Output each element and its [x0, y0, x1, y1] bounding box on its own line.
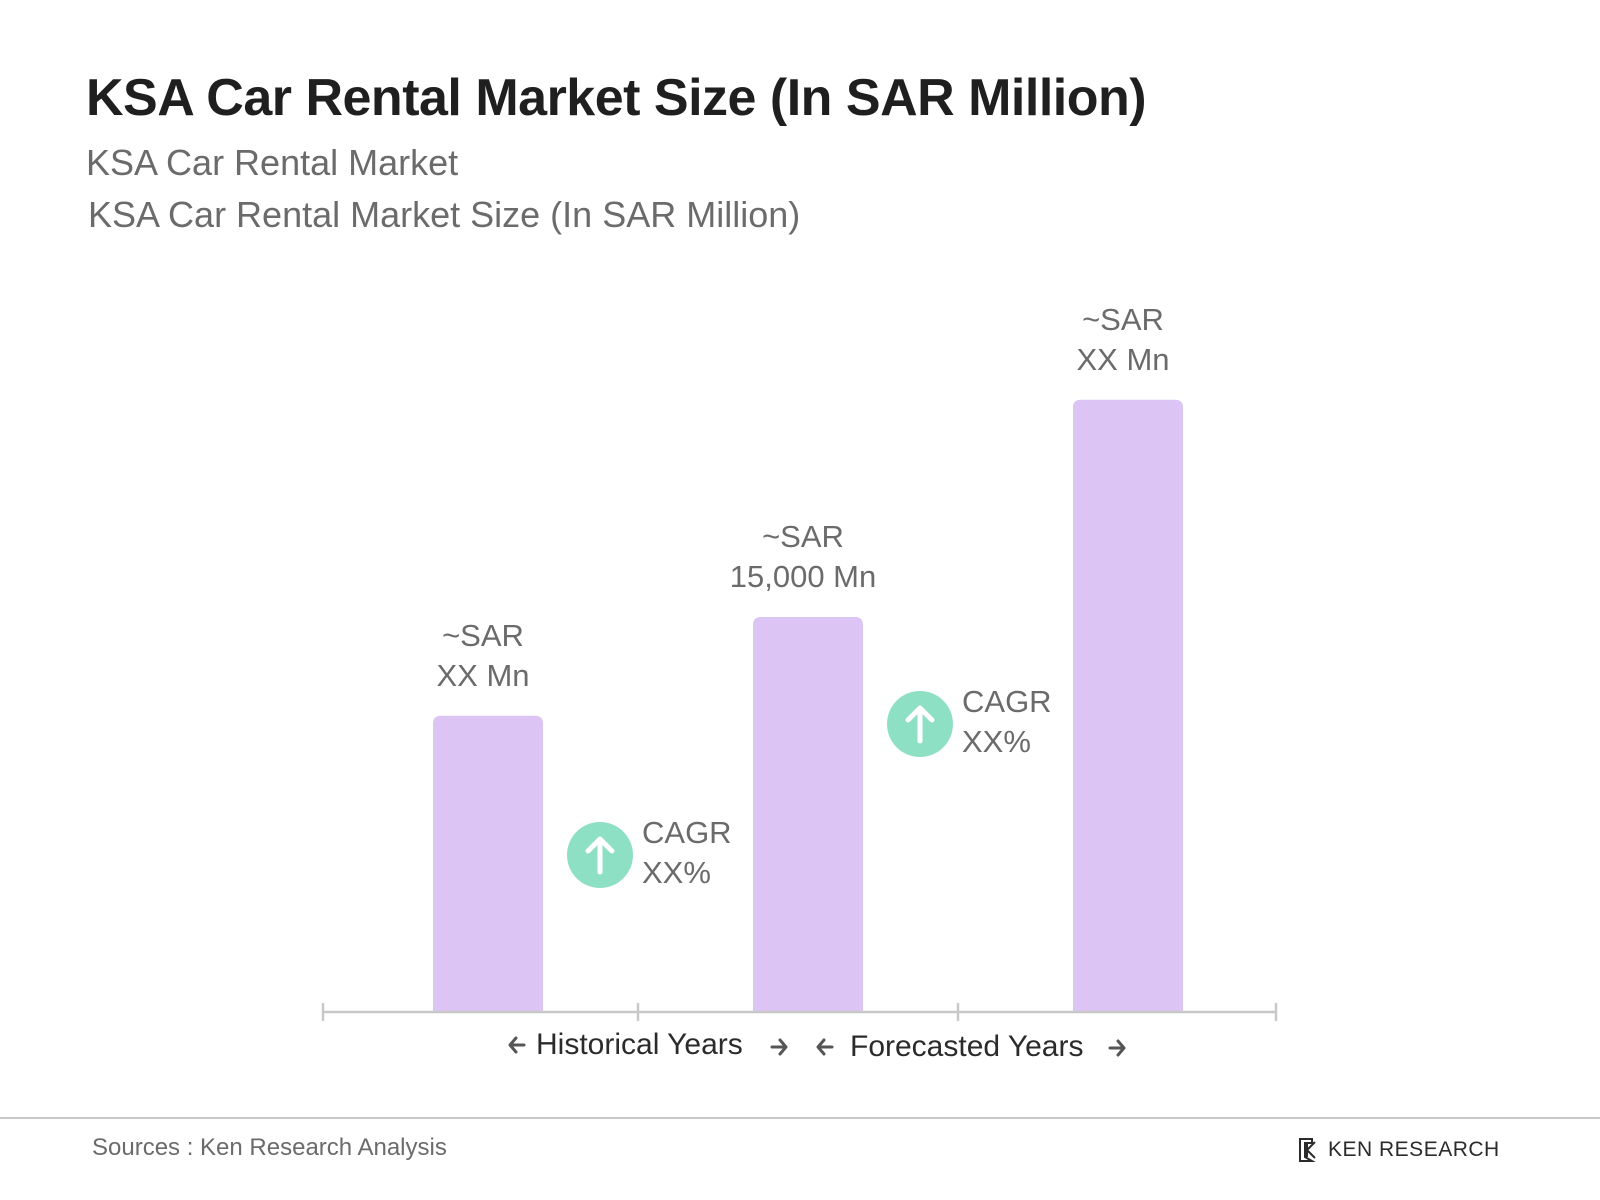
- bar-2: [753, 617, 863, 1012]
- bar-1: [433, 715, 543, 1012]
- arrow-right-icon: [770, 1038, 788, 1056]
- chart-title: KSA Car Rental Market Size (In SAR Milli…: [86, 69, 1147, 127]
- cagr-label-2-line-2: XX%: [962, 724, 1031, 759]
- bar-label-3-line-2: XX Mn: [1076, 342, 1169, 377]
- ken-research-logo-icon: [1299, 1138, 1316, 1162]
- chart-subtitle-secondary: KSA Car Rental Market Size (In SAR Milli…: [88, 194, 801, 235]
- bar-label-2-line-1: ~SAR: [762, 519, 844, 554]
- cagr-up-arrow-icon: [905, 705, 935, 744]
- ken-research-logo-text: KEN RESEARCH: [1328, 1138, 1500, 1161]
- arrow-left-icon: [816, 1038, 834, 1056]
- bar-label-2-line-2: 15,000 Mn: [730, 559, 877, 594]
- arrow-left-icon: [508, 1036, 526, 1054]
- source-note: Sources : Ken Research Analysis: [92, 1134, 447, 1161]
- ken-research-logo: KEN RESEARCH: [1298, 1136, 1500, 1164]
- cagr-label-2-line-1: CAGR: [962, 684, 1052, 719]
- bar-label-1-line-2: XX Mn: [436, 658, 529, 693]
- cagr-label-1-line-1: CAGR: [642, 815, 732, 850]
- historical-years-label: Historical Years: [536, 1028, 743, 1061]
- bar-label-3-line-1: ~SAR: [1082, 302, 1164, 337]
- cagr-label-1-line-2: XX%: [642, 855, 711, 890]
- footer-divider: [0, 1117, 1600, 1119]
- arrow-right-icon: [1108, 1039, 1126, 1057]
- bar-chart: ~SAR XX Mn ~SAR 15,000 Mn ~SAR XX Mn CAGR XX% CA…: [321, 302, 1278, 1063]
- chart-subtitle: KSA Car Rental Market: [86, 142, 459, 183]
- bar-label-1-line-1: ~SAR: [442, 618, 524, 653]
- forecasted-years-label: Forecasted Years: [850, 1030, 1083, 1063]
- bar-3: [1073, 399, 1183, 1012]
- cagr-up-arrow-icon: [585, 836, 615, 875]
